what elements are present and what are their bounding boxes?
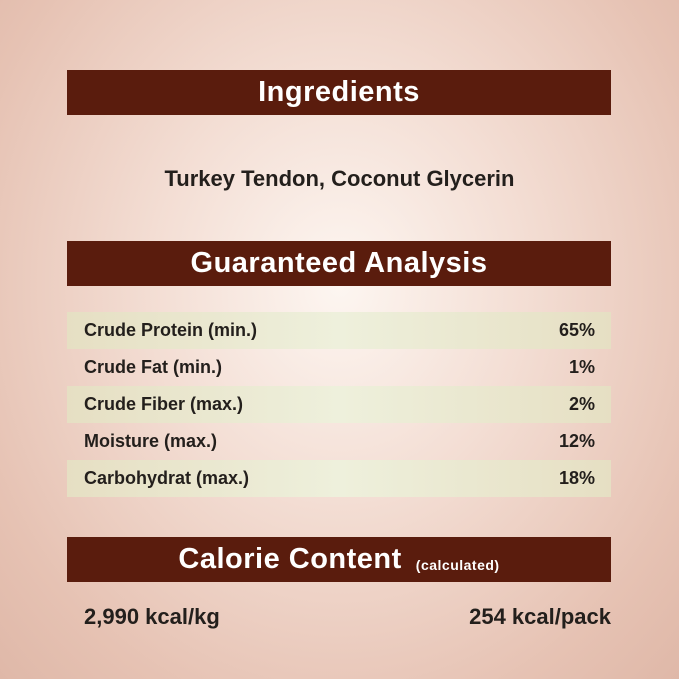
analysis-row: Crude Fiber (max.) 2% — [67, 386, 611, 423]
calorie-per-kg: 2,990 kcal/kg — [84, 604, 220, 629]
analysis-row: Carbohydrat (max.) 18% — [67, 460, 611, 497]
analysis-row: Crude Protein (min.) 65% — [67, 312, 611, 349]
analysis-header: Guaranteed Analysis — [67, 241, 611, 286]
calorie-per-pack: 254 kcal/pack — [469, 604, 611, 629]
row-value: 18% — [558, 468, 595, 488]
ingredients-header: Ingredients — [67, 70, 611, 115]
calorie-header: Calorie Content (calculated) — [67, 537, 611, 582]
row-value: 2% — [568, 394, 595, 414]
row-value: 12% — [558, 431, 595, 451]
row-label: Moisture (max.) — [84, 431, 218, 451]
analysis-row: Crude Fat (min.) 1% — [67, 349, 611, 386]
row-value: 65% — [558, 320, 595, 340]
ingredients-text: Turkey Tendon, Coconut Glycerin — [164, 166, 515, 191]
row-label: Crude Fat (min.) — [84, 357, 222, 377]
ingredients-title: Ingredients — [258, 76, 420, 108]
row-value: 1% — [568, 357, 595, 377]
calorie-title: Calorie Content — [178, 543, 402, 575]
row-label: Crude Protein (min.) — [84, 320, 258, 340]
row-label: Carbohydrat (max.) — [84, 468, 250, 488]
analysis-row: Moisture (max.) 12% — [67, 423, 611, 460]
calorie-subtitle: (calculated) — [415, 556, 500, 573]
analysis-title: Guaranteed Analysis — [190, 247, 488, 279]
row-label: Crude Fiber (max.) — [84, 394, 244, 414]
